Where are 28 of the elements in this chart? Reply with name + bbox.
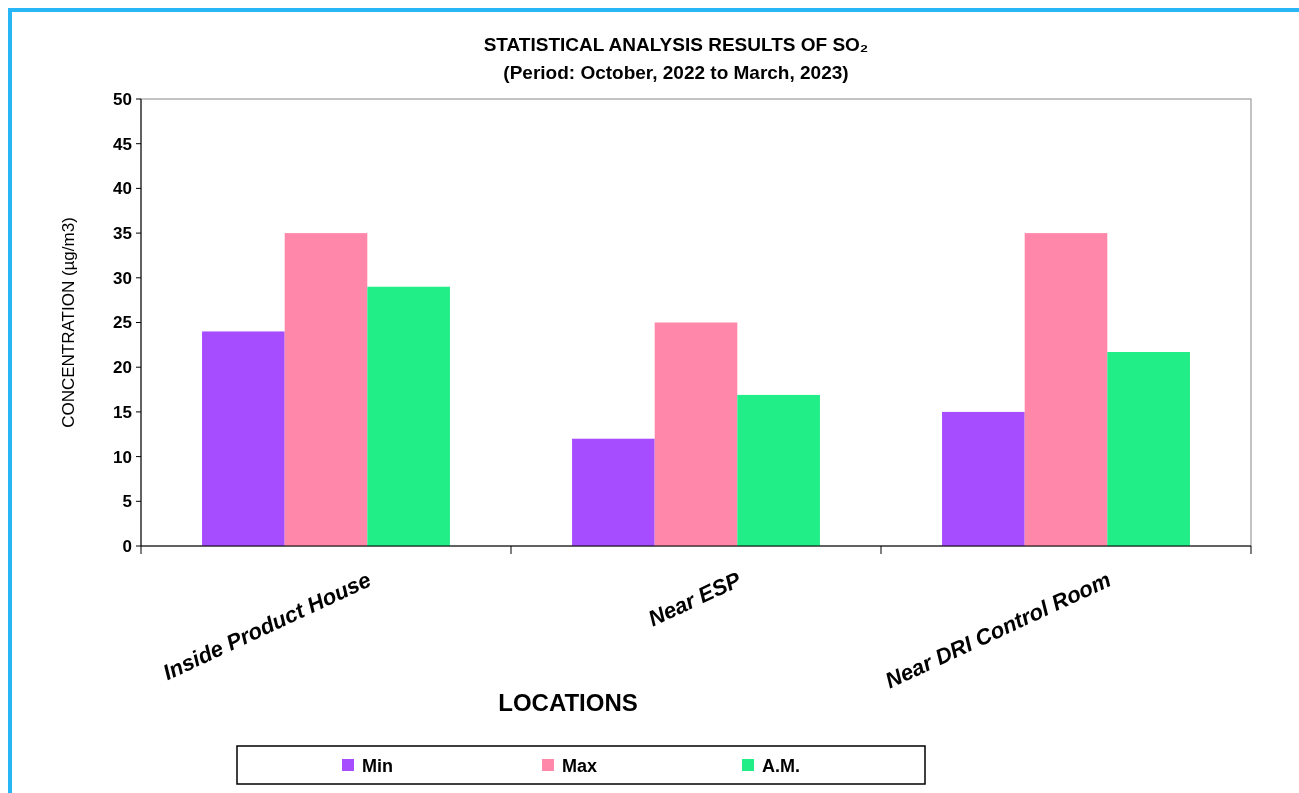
bar: [202, 331, 285, 546]
bar: [654, 322, 738, 546]
y-tick-label: 40: [113, 179, 132, 199]
chart-subtitle: (Period: October, 2022 to March, 2023): [503, 62, 849, 83]
y-tick-label: 10: [113, 447, 132, 467]
legend-label: A.M.: [762, 756, 800, 777]
y-tick-label: 5: [122, 492, 132, 512]
legend-label: Min: [362, 756, 393, 777]
y-tick-label: 25: [113, 313, 132, 333]
legend-label: Max: [562, 756, 598, 777]
y-tick-label: 30: [113, 268, 132, 288]
bar: [942, 411, 1025, 546]
bar: [367, 286, 450, 546]
y-tick-label: 15: [113, 402, 132, 422]
y-tick-label: 45: [113, 134, 132, 154]
y-tick-label: 50: [113, 89, 132, 109]
bar: [572, 438, 655, 546]
bar: [737, 394, 820, 546]
bar: [284, 233, 368, 546]
y-axis-title: CONCENTRATION (µg/m3): [59, 217, 78, 428]
y-tick-label: 0: [122, 536, 132, 556]
x-tick-label: Near ESP: [644, 566, 745, 632]
bar: [1107, 352, 1190, 546]
x-axis-title: LOCATIONS: [498, 689, 638, 716]
y-tick-label: 35: [113, 224, 132, 244]
y-tick-label: 20: [113, 358, 132, 378]
chart-title: STATISTICAL ANALYSIS RESULTS OF SO₂: [483, 34, 869, 55]
bar: [1024, 233, 1108, 546]
